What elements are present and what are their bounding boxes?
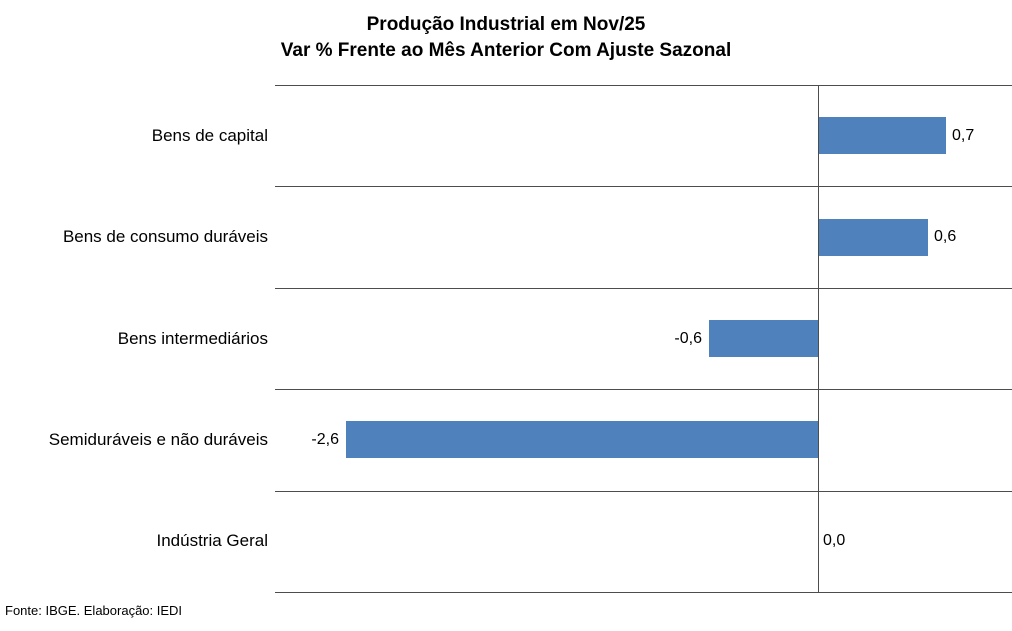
bar [819,117,946,154]
row-separator-line [275,491,1012,492]
row-separator-line [275,186,1012,187]
category-label: Semiduráveis e não duráveis [48,430,268,449]
category-label: Bens de consumo duráveis [62,227,268,246]
bar [709,320,818,357]
source-note: Fonte: IBGE. Elaboração: IEDI [5,603,183,618]
value-label: -0,6 [674,330,702,347]
value-label: 0,7 [952,127,975,144]
value-label: -2,6 [311,431,339,448]
row-separator-line [275,592,1012,593]
value-label: 0,6 [934,228,957,245]
chart-subtitle: Var % Frente ao Mês Anterior Com Ajuste … [280,40,732,61]
value-label: 0,0 [823,532,846,549]
zero-axis-line [818,85,819,592]
category-label: Bens de capital [151,126,268,145]
category-label: Bens intermediários [117,329,268,348]
chart-title: Produção Industrial em Nov/25 [366,14,646,35]
category-label: Indústria Geral [156,531,269,550]
row-separator-line [275,288,1012,289]
row-separator-line [275,85,1012,86]
bar [346,421,818,458]
bar [819,219,928,256]
row-separator-line [275,389,1012,390]
